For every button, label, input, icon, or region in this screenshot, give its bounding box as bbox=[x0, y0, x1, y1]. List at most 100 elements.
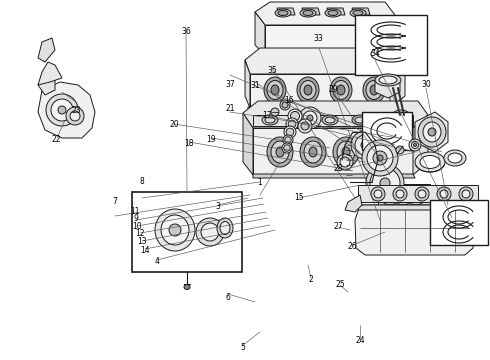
Text: 19: 19 bbox=[206, 135, 216, 144]
Text: 4: 4 bbox=[154, 256, 159, 265]
Ellipse shape bbox=[415, 152, 445, 172]
Text: 17: 17 bbox=[262, 111, 272, 120]
Bar bbox=[132, 192, 242, 272]
Text: 25: 25 bbox=[336, 280, 345, 289]
Ellipse shape bbox=[370, 168, 400, 198]
Ellipse shape bbox=[409, 139, 421, 151]
Ellipse shape bbox=[271, 141, 289, 163]
Ellipse shape bbox=[307, 115, 313, 121]
Ellipse shape bbox=[264, 77, 286, 103]
Ellipse shape bbox=[444, 150, 466, 166]
Polygon shape bbox=[248, 107, 395, 112]
Polygon shape bbox=[38, 62, 62, 85]
Ellipse shape bbox=[367, 145, 393, 171]
Text: 24: 24 bbox=[355, 336, 365, 345]
Text: 16: 16 bbox=[284, 96, 294, 105]
Ellipse shape bbox=[220, 221, 230, 234]
Ellipse shape bbox=[418, 190, 426, 198]
Ellipse shape bbox=[377, 155, 383, 161]
Ellipse shape bbox=[46, 94, 78, 126]
Ellipse shape bbox=[375, 147, 383, 157]
Text: 5: 5 bbox=[240, 343, 245, 352]
Polygon shape bbox=[250, 74, 390, 108]
Ellipse shape bbox=[414, 144, 416, 147]
Ellipse shape bbox=[330, 77, 352, 103]
Bar bbox=[355, 15, 427, 75]
Ellipse shape bbox=[303, 111, 317, 125]
Ellipse shape bbox=[303, 10, 313, 15]
Ellipse shape bbox=[201, 223, 219, 241]
Ellipse shape bbox=[66, 107, 84, 125]
Ellipse shape bbox=[373, 151, 387, 165]
Ellipse shape bbox=[366, 164, 404, 202]
Ellipse shape bbox=[462, 190, 470, 198]
Ellipse shape bbox=[301, 122, 309, 130]
Polygon shape bbox=[345, 195, 362, 212]
Ellipse shape bbox=[353, 10, 363, 15]
Polygon shape bbox=[390, 62, 405, 108]
Ellipse shape bbox=[379, 76, 397, 84]
Text: 6: 6 bbox=[225, 292, 230, 301]
Ellipse shape bbox=[51, 99, 73, 121]
Ellipse shape bbox=[282, 102, 288, 108]
Ellipse shape bbox=[286, 128, 294, 136]
Ellipse shape bbox=[364, 107, 384, 113]
Ellipse shape bbox=[333, 137, 359, 167]
Ellipse shape bbox=[370, 85, 378, 95]
Ellipse shape bbox=[70, 111, 80, 121]
Ellipse shape bbox=[297, 77, 319, 103]
Ellipse shape bbox=[217, 218, 233, 238]
Polygon shape bbox=[380, 15, 395, 55]
Ellipse shape bbox=[459, 187, 473, 201]
Polygon shape bbox=[245, 60, 250, 108]
Ellipse shape bbox=[392, 110, 410, 122]
Ellipse shape bbox=[384, 189, 396, 201]
Ellipse shape bbox=[304, 85, 312, 95]
Ellipse shape bbox=[396, 112, 406, 120]
Text: 18: 18 bbox=[184, 139, 194, 148]
Text: 27: 27 bbox=[333, 222, 343, 231]
Ellipse shape bbox=[295, 117, 305, 123]
Ellipse shape bbox=[342, 147, 350, 157]
Ellipse shape bbox=[298, 119, 312, 133]
Text: 14: 14 bbox=[140, 246, 149, 255]
Ellipse shape bbox=[265, 117, 275, 123]
Text: 15: 15 bbox=[294, 193, 304, 202]
Ellipse shape bbox=[380, 185, 400, 205]
Ellipse shape bbox=[428, 128, 436, 136]
Ellipse shape bbox=[304, 141, 322, 163]
Ellipse shape bbox=[300, 81, 316, 99]
Ellipse shape bbox=[298, 107, 318, 113]
Ellipse shape bbox=[388, 193, 392, 198]
Ellipse shape bbox=[184, 284, 190, 289]
Ellipse shape bbox=[262, 115, 278, 125]
Ellipse shape bbox=[283, 135, 293, 145]
Polygon shape bbox=[378, 184, 430, 205]
Ellipse shape bbox=[382, 115, 398, 125]
Text: 36: 36 bbox=[181, 27, 191, 36]
Ellipse shape bbox=[340, 157, 350, 167]
Text: 10: 10 bbox=[132, 222, 142, 231]
Ellipse shape bbox=[414, 193, 418, 198]
Polygon shape bbox=[258, 52, 388, 57]
Polygon shape bbox=[358, 185, 478, 202]
Polygon shape bbox=[255, 12, 265, 55]
Ellipse shape bbox=[267, 81, 283, 99]
Ellipse shape bbox=[278, 10, 288, 15]
Ellipse shape bbox=[325, 117, 335, 123]
Ellipse shape bbox=[366, 137, 392, 167]
Ellipse shape bbox=[333, 81, 349, 99]
Ellipse shape bbox=[58, 106, 66, 114]
Text: 33: 33 bbox=[314, 34, 323, 43]
Ellipse shape bbox=[375, 74, 401, 86]
Ellipse shape bbox=[286, 118, 298, 130]
Ellipse shape bbox=[361, 141, 369, 149]
Ellipse shape bbox=[299, 107, 321, 129]
Ellipse shape bbox=[337, 141, 355, 163]
Ellipse shape bbox=[161, 215, 189, 245]
Ellipse shape bbox=[393, 185, 413, 205]
Ellipse shape bbox=[418, 117, 446, 147]
Ellipse shape bbox=[412, 141, 418, 148]
Ellipse shape bbox=[371, 187, 385, 201]
Text: 30: 30 bbox=[421, 80, 431, 89]
